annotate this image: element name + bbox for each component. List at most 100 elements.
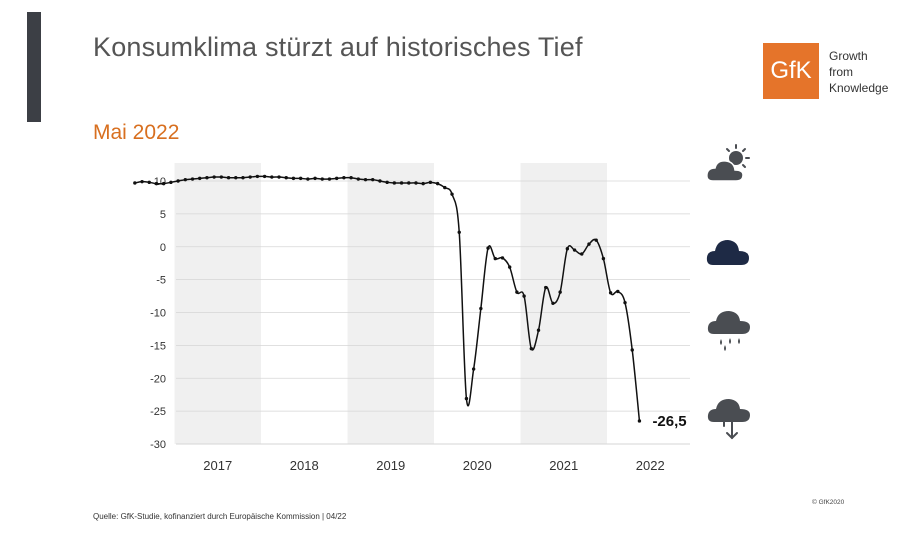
data-point	[219, 175, 224, 179]
data-point	[205, 176, 209, 180]
storm-cloud-icon	[707, 399, 750, 440]
data-point	[587, 242, 591, 246]
rain-cloud-icon	[707, 311, 750, 351]
x-tick-label: 2019	[376, 458, 405, 473]
cloud-icon	[706, 240, 749, 265]
data-point	[522, 294, 526, 298]
data-point	[616, 289, 620, 294]
copyright-note: © GfK2020	[812, 499, 845, 506]
y-tick-label: -30	[150, 439, 166, 451]
data-point	[277, 175, 281, 179]
data-point	[551, 301, 555, 305]
data-point	[493, 256, 497, 261]
y-tick-label: -10	[150, 308, 166, 320]
data-point	[342, 176, 346, 180]
data-point	[536, 328, 541, 332]
data-point	[320, 177, 324, 181]
data-point	[371, 177, 375, 182]
data-point	[198, 176, 202, 181]
page-title: Konsumklima stürzt auf historisches Tief	[93, 32, 583, 62]
data-point	[212, 175, 216, 179]
sun-cloud-icon	[706, 144, 750, 182]
accent-bar	[27, 12, 41, 122]
data-point	[313, 176, 317, 181]
data-point	[450, 192, 454, 196]
y-tick-label: -15	[150, 340, 166, 352]
data-point	[500, 256, 505, 260]
data-point	[457, 230, 461, 234]
data-point	[608, 291, 613, 295]
x-tick-label: 2022	[636, 458, 665, 473]
data-point	[435, 181, 440, 186]
data-point	[255, 174, 260, 179]
x-tick-label: 2017	[203, 458, 232, 473]
last-value-label: -26,5	[652, 413, 686, 430]
x-tick-label: 2018	[290, 458, 319, 473]
y-tick-label: 5	[160, 209, 166, 221]
y-tick-label: -5	[156, 275, 166, 287]
year-band-2017	[174, 163, 261, 444]
y-tick-label: -20	[150, 373, 166, 385]
data-point	[630, 348, 634, 352]
data-point	[572, 248, 577, 252]
data-point	[154, 181, 159, 186]
data-point	[298, 176, 303, 181]
data-point	[558, 290, 562, 294]
gfk-logo: GfK	[763, 43, 819, 99]
data-point	[262, 174, 267, 179]
data-point	[464, 396, 469, 401]
data-point	[270, 175, 274, 179]
data-point	[327, 177, 332, 181]
data-point	[190, 177, 195, 181]
year-band-2019	[347, 163, 434, 444]
data-point	[392, 181, 397, 185]
x-tick-label: 2021	[549, 458, 578, 473]
data-point	[183, 177, 188, 182]
data-point	[349, 176, 353, 180]
data-point	[226, 176, 231, 180]
data-point	[378, 179, 382, 183]
data-point	[544, 285, 548, 290]
data-point	[385, 180, 389, 185]
logo-tagline-line1: Growth	[829, 49, 868, 63]
data-point	[169, 180, 173, 185]
data-point	[334, 176, 339, 181]
data-point	[284, 176, 288, 180]
data-point	[471, 367, 476, 371]
data-point	[515, 290, 519, 294]
data-point	[176, 179, 180, 183]
data-point	[133, 181, 137, 185]
data-point	[479, 306, 483, 311]
data-point	[529, 346, 534, 351]
data-point	[147, 180, 151, 185]
data-point	[407, 181, 411, 185]
data-point	[241, 176, 245, 180]
data-point	[161, 181, 166, 186]
y-tick-label: -25	[150, 406, 166, 418]
data-point	[414, 181, 418, 185]
data-point	[637, 419, 642, 423]
data-point	[428, 180, 433, 185]
logo-tagline-line2: from	[829, 65, 853, 79]
data-point	[594, 238, 598, 242]
data-point	[507, 265, 512, 269]
data-point	[356, 177, 361, 181]
data-point	[140, 179, 144, 184]
logo-tagline: Growth from Knowledge	[829, 48, 888, 96]
gfk-logo-mark: GfK	[770, 57, 812, 84]
logo-tagline-line3: Knowledge	[829, 81, 889, 95]
y-tick-label: 0	[160, 242, 166, 254]
source-note: Quelle: GfK-Studie, kofinanziert durch E…	[93, 512, 347, 521]
data-point	[363, 177, 368, 182]
data-point	[234, 176, 238, 180]
data-point	[248, 175, 252, 179]
data-point	[601, 256, 606, 261]
data-point	[291, 176, 296, 181]
x-tick-label: 2020	[463, 458, 492, 473]
data-point	[421, 181, 425, 186]
data-point	[565, 247, 570, 251]
data-point	[580, 252, 584, 256]
data-point	[486, 246, 490, 250]
year-band-2021	[520, 163, 607, 444]
